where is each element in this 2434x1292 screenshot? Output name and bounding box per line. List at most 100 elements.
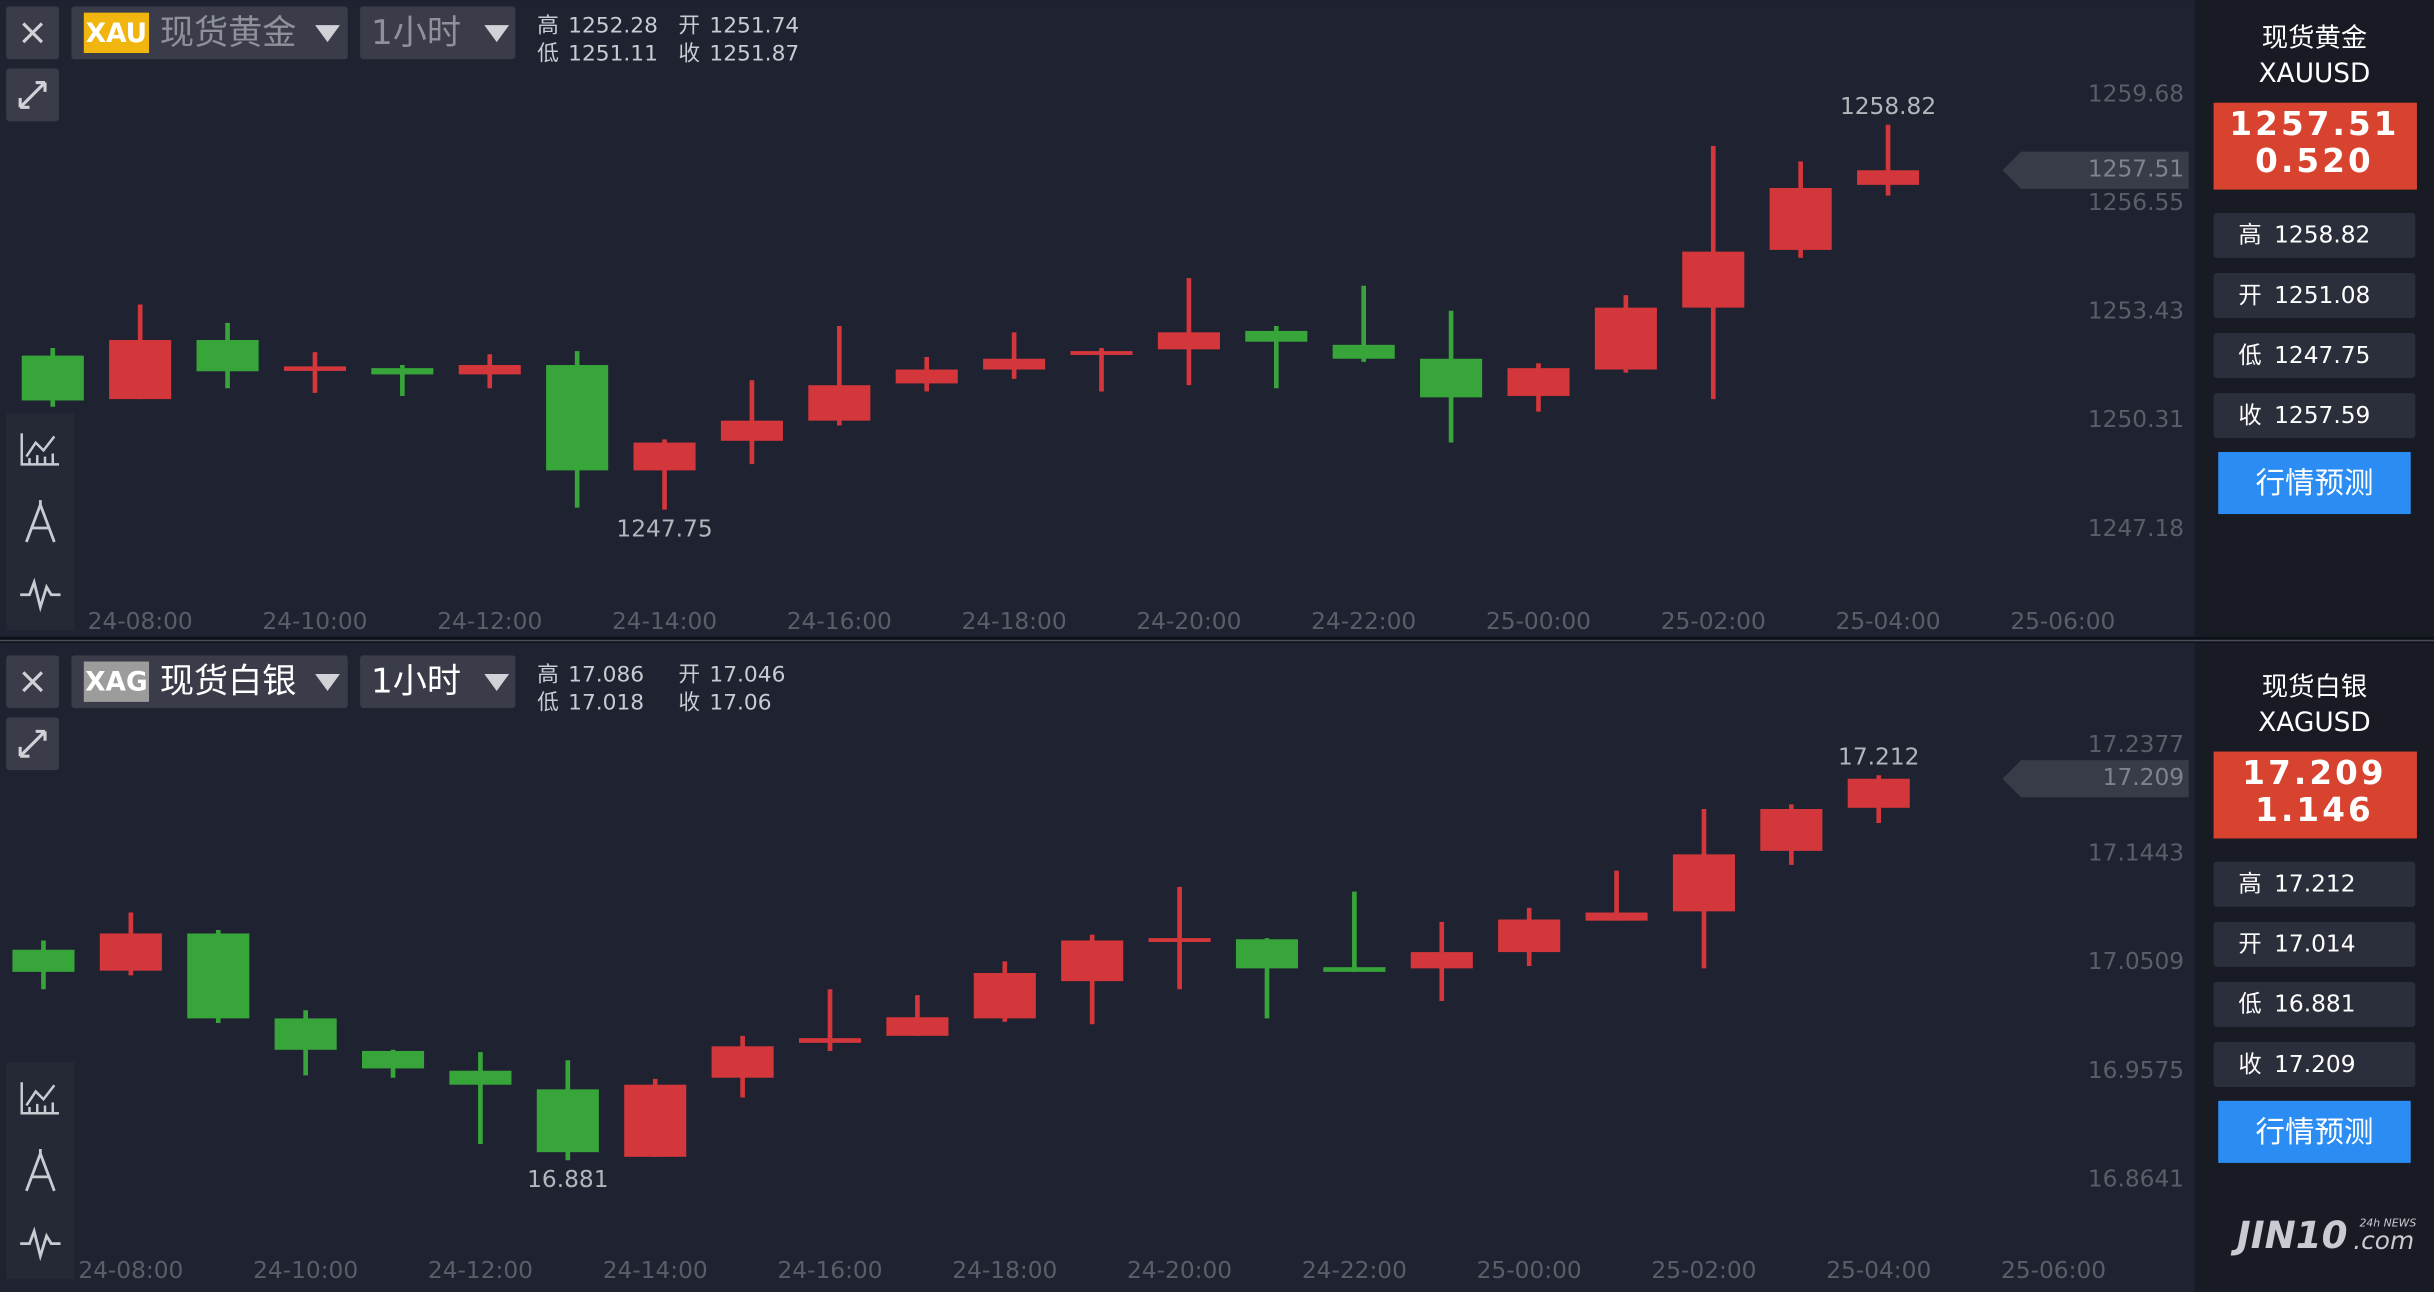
symbol-title: 现货黄金 — [160, 13, 297, 53]
high-label: 1258.82 — [1840, 93, 1936, 120]
side-stat-value: 16.881 — [2274, 991, 2355, 1018]
expand-icon — [18, 729, 47, 758]
candle-body — [633, 442, 696, 471]
candle-body — [1585, 912, 1648, 921]
x-tick-label: 24-18:00 — [962, 608, 1067, 635]
symbol-badge: XAU — [86, 19, 147, 49]
high-label: 17.212 — [1838, 744, 1919, 771]
candle-body — [274, 1018, 337, 1050]
x-tick-label: 25-04:00 — [1836, 608, 1941, 635]
x-tick-label: 24-14:00 — [603, 1257, 708, 1284]
tool-panel — [6, 1062, 75, 1280]
side-stat-value: 1251.08 — [2274, 282, 2370, 309]
tool-panel — [6, 413, 75, 631]
side-stat-label: 低 — [2238, 991, 2261, 1018]
draw-tool[interactable] — [25, 1148, 56, 1192]
interval-select[interactable] — [360, 655, 516, 709]
price-tag-label: 1257.51 — [2088, 156, 2184, 183]
candle-body — [371, 368, 434, 375]
x-tick-label: 24-16:00 — [787, 608, 892, 635]
candle-body — [1061, 940, 1124, 982]
candle-body — [1157, 332, 1220, 350]
candle-body — [1070, 351, 1133, 355]
logo-brand: JIN10 — [2230, 1213, 2348, 1257]
y-tick-label: 1253.43 — [2088, 298, 2184, 325]
header-stat-value: 1251.74 — [709, 14, 799, 39]
dropdown-arrow — [484, 25, 510, 43]
side-stat-label: 高 — [2238, 222, 2261, 249]
candle-body — [449, 1070, 512, 1085]
indicator-tool[interactable] — [20, 433, 59, 466]
header-stat-label: 收 — [678, 42, 700, 67]
candle-body — [99, 933, 162, 971]
candle-body — [720, 420, 783, 441]
candle-body — [1847, 778, 1910, 808]
side-price: 17.209 — [2242, 754, 2386, 792]
forecast-button[interactable] — [2218, 1100, 2411, 1163]
dropdown-arrow — [315, 673, 340, 692]
candle-body — [798, 1038, 862, 1043]
x-tick-label: 24-18:00 — [952, 1257, 1057, 1284]
price-box — [2213, 751, 2417, 839]
separator — [0, 636, 2434, 643]
x-tick-label: 25-02:00 — [1661, 608, 1766, 635]
symbol-title: 现货白银 — [160, 662, 297, 702]
close-icon — [22, 671, 44, 693]
x-tick-label: 25-04:00 — [1826, 1257, 1931, 1284]
candle-body — [21, 355, 84, 401]
candle-body — [1682, 251, 1745, 308]
side-change: 0.520 — [2255, 142, 2374, 180]
y-tick-label: 17.1443 — [2088, 840, 2184, 867]
header-stat-value: 17.06 — [709, 690, 771, 715]
x-tick-label: 24-12:00 — [437, 608, 542, 635]
x-tick-label: 25-00:00 — [1477, 1257, 1582, 1284]
side-stat-label: 高 — [2238, 871, 2261, 898]
candle-body — [1769, 187, 1832, 250]
header-stat-label: 开 — [678, 14, 700, 39]
side-code: XAGUSD — [2258, 708, 2370, 738]
side-stat-row — [2213, 333, 2416, 379]
side-stat-label: 收 — [2238, 402, 2261, 429]
candle-body — [1857, 170, 1920, 185]
x-tick-label: 24-08:00 — [78, 1257, 183, 1284]
candle-body — [1323, 967, 1386, 972]
header-stat-label: 低 — [537, 690, 559, 715]
x-tick-label: 24-22:00 — [1302, 1257, 1407, 1284]
candle-body — [1760, 808, 1823, 851]
price-tag — [2002, 151, 2189, 189]
symbol-badge-bg — [83, 661, 150, 702]
candle-body — [196, 339, 259, 372]
pulse-tool[interactable] — [20, 577, 61, 613]
candle-body — [109, 339, 172, 400]
header-stat-value: 1251.11 — [568, 42, 658, 67]
interval-select[interactable] — [360, 6, 516, 60]
candle-body — [1235, 939, 1299, 969]
draw-tool[interactable] — [25, 500, 56, 543]
header-stat-label: 收 — [678, 690, 700, 715]
expand-icon — [18, 80, 47, 109]
side-change: 1.146 — [2255, 791, 2374, 829]
side-stat-row — [2213, 1041, 2416, 1088]
y-tick-label: 16.8641 — [2088, 1165, 2184, 1192]
candle-body — [361, 1050, 425, 1069]
side-panel-bg — [2194, 0, 2434, 1292]
y-tick-label: 17.0509 — [2088, 948, 2184, 975]
side-stat-value: 17.209 — [2274, 1051, 2355, 1078]
indicator-tool[interactable] — [20, 1082, 59, 1115]
side-stat-row — [2213, 393, 2416, 439]
side-stat-label: 开 — [2238, 282, 2261, 309]
side-stat-label: 收 — [2238, 1051, 2261, 1078]
x-tick-label: 24-10:00 — [262, 608, 367, 635]
side-stat-row — [2213, 272, 2416, 318]
forecast-button-label: 行情预测 — [2256, 1115, 2374, 1149]
side-stat-label: 开 — [2238, 931, 2261, 958]
x-tick-label: 24-20:00 — [1127, 1257, 1232, 1284]
y-tick-label: 1250.31 — [2088, 406, 2184, 433]
forecast-button[interactable] — [2218, 451, 2411, 515]
candle-body — [1594, 307, 1657, 370]
candle-body — [458, 365, 521, 375]
pulse-tool[interactable] — [20, 1226, 61, 1262]
candle-body — [12, 949, 75, 972]
candle-body — [808, 385, 871, 421]
